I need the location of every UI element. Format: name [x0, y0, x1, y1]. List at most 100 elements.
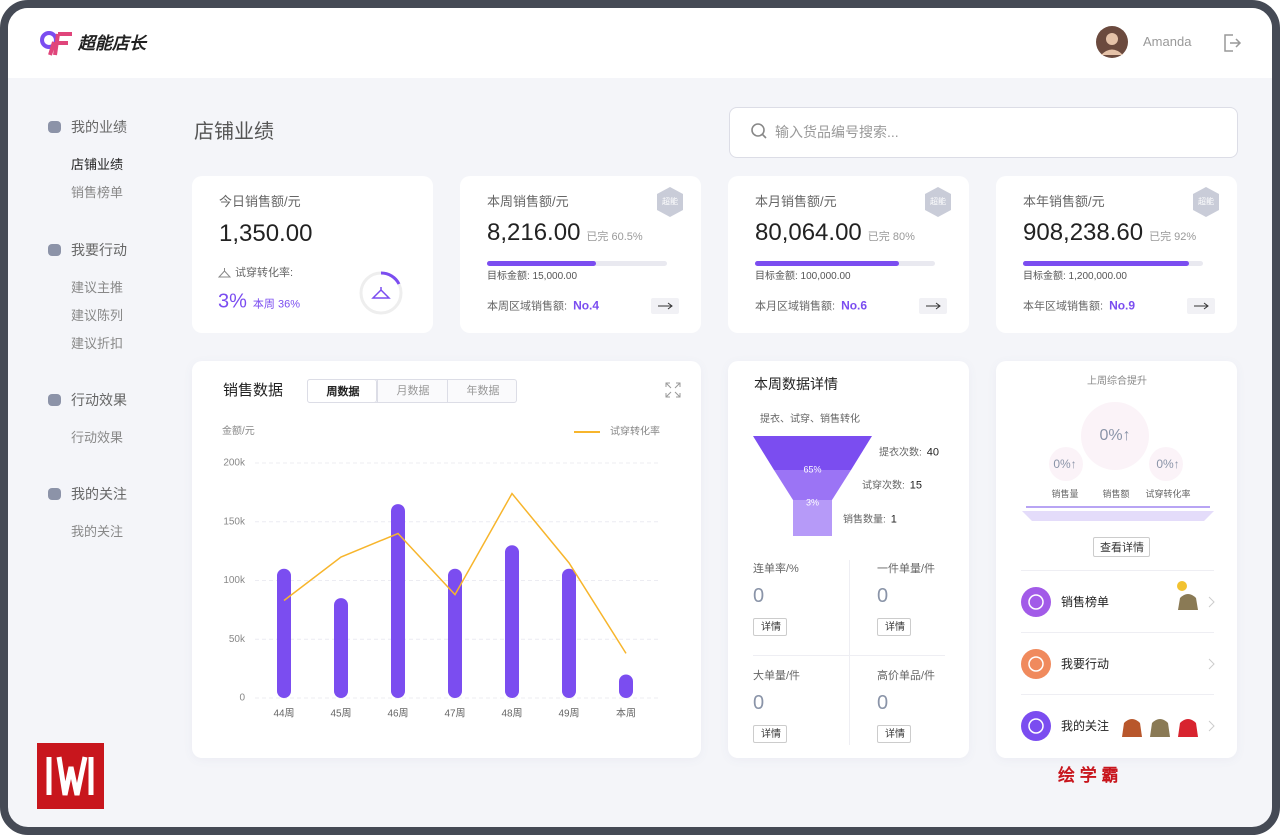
decoration [1021, 649, 1051, 679]
decoration [371, 287, 391, 299]
arrow-button[interactable] [919, 298, 947, 314]
target: 目标金额: 1,200,000.00 [1023, 271, 1127, 282]
rank-row: 本年区域销售额: No.9 [1023, 297, 1135, 316]
funnel-row: 试穿次数: 15 [862, 477, 922, 496]
tab[interactable]: 年数据 [447, 379, 517, 403]
progress-label: 已完 92% [1149, 231, 1197, 243]
bar [391, 504, 405, 698]
decoration [48, 121, 61, 133]
rank-label: 本周区域销售额: [487, 300, 568, 313]
detail-button[interactable]: 详情 [877, 618, 911, 636]
sidebar-item[interactable]: 建议主推 [71, 280, 124, 295]
bar [277, 568, 291, 698]
link-label[interactable]: 销售榜单 [1061, 595, 1110, 609]
watermark-text: 绘 学 霸 [1058, 766, 1119, 785]
avatar[interactable] [1096, 26, 1128, 58]
logout-icon[interactable] [1222, 33, 1242, 53]
detail-button[interactable]: 详情 [877, 725, 911, 743]
sidebar-item[interactable]: 建议陈列 [71, 308, 124, 323]
search-box[interactable] [729, 107, 1238, 158]
kpi-label: 本周销售额/元 [487, 194, 569, 209]
decoration [1208, 658, 1215, 670]
tab[interactable]: 周数据 [307, 379, 377, 403]
badge-text: 超能 [1198, 196, 1214, 206]
target: 目标金额: 100,000.00 [755, 271, 851, 282]
decoration [1150, 719, 1170, 737]
metric-value: 0 [877, 692, 889, 714]
progress-label: 已完 80% [867, 231, 915, 243]
legend-label: 试穿转化率 [610, 425, 660, 438]
decoration [1028, 718, 1044, 734]
detail-button[interactable]: 详情 [753, 725, 787, 743]
detail-panel [728, 361, 969, 758]
link-icon [1021, 711, 1051, 741]
rank: No.9 [1109, 298, 1136, 313]
kpi-value: 8,216.00 [487, 219, 581, 246]
view-button-label: 查看详情 [1100, 542, 1144, 554]
x-tick-label: 47周 [444, 708, 465, 720]
view-button[interactable]: 查看详情 [1093, 537, 1150, 557]
tab[interactable]: 月数据 [377, 379, 447, 403]
sidebar-item[interactable]: 我的关注 [71, 524, 124, 539]
decoration [925, 187, 951, 217]
decoration [1178, 594, 1198, 610]
decoration [1194, 302, 1209, 310]
sidebar-item[interactable]: 建议折扣 [71, 336, 124, 351]
kpi-label: 本月销售额/元 [755, 194, 837, 209]
x-tick-label: 45周 [330, 708, 351, 720]
logo-text: 超能店长 [78, 34, 146, 53]
metric-value: 0 [753, 585, 765, 607]
decoration [1193, 187, 1219, 217]
decoration [1021, 711, 1051, 741]
link-label[interactable]: 我要行动 [1061, 657, 1110, 671]
improve-graphic [1022, 402, 1214, 521]
decoration [793, 500, 832, 536]
chart: 0 50k 100k 150k 200k 44周 45周 46周 47周 48周 49周 本周 试穿转化… [223, 425, 660, 720]
decoration [1028, 594, 1044, 610]
rank: No.4 [573, 298, 600, 313]
metric-value: 0 [753, 692, 765, 714]
link-icon [1021, 649, 1051, 679]
badge-text: 超能 [930, 196, 946, 206]
bar [448, 568, 462, 698]
sidebar-icon [48, 488, 61, 500]
detail-button-label: 详情 [761, 622, 781, 633]
y-tick-label: 200k [223, 458, 246, 469]
decoration [218, 268, 231, 278]
expand-icon[interactable] [665, 382, 681, 398]
y-tick-label: 50k [229, 634, 246, 645]
decoration [658, 302, 673, 310]
sidebar-item[interactable]: 销售榜单 [71, 185, 124, 200]
decoration [1081, 402, 1149, 470]
decoration [1178, 719, 1198, 737]
chevron[interactable] [1208, 658, 1216, 670]
link-label[interactable]: 我的关注 [1061, 719, 1110, 733]
sidebar-item[interactable]: 店铺业绩 [71, 157, 124, 172]
funnel-value: 40 [926, 446, 940, 459]
kpi-label: 今日销售额/元 [219, 194, 301, 209]
user-name: Amanda [1143, 34, 1192, 49]
sidebar-item[interactable]: 行动效果 [71, 430, 124, 445]
chevron[interactable] [1208, 720, 1216, 732]
bag-icons [1177, 581, 1198, 610]
arrow-button[interactable] [1187, 298, 1215, 314]
tab-label: 年数据 [466, 385, 500, 397]
progress-fill [1023, 261, 1189, 266]
decoration [48, 244, 61, 256]
sidebar-icon [48, 121, 61, 133]
badge-text: 超能 [662, 196, 678, 206]
sidebar-group: 我的关注 [71, 486, 127, 502]
chevron[interactable] [1208, 596, 1216, 608]
arrow-button[interactable] [651, 298, 679, 314]
detail-button-label: 详情 [761, 729, 781, 740]
decoration [761, 133, 767, 139]
y-tick-label: 0 [239, 693, 245, 704]
decoration [751, 123, 765, 137]
bar [334, 598, 348, 698]
detail-button[interactable]: 详情 [753, 618, 787, 636]
kpi-value: 1,350.00 [219, 220, 313, 247]
y-tick-label: 100k [223, 575, 246, 586]
decoration [1224, 34, 1242, 52]
improve-label: 试穿转化率 [1145, 489, 1191, 499]
